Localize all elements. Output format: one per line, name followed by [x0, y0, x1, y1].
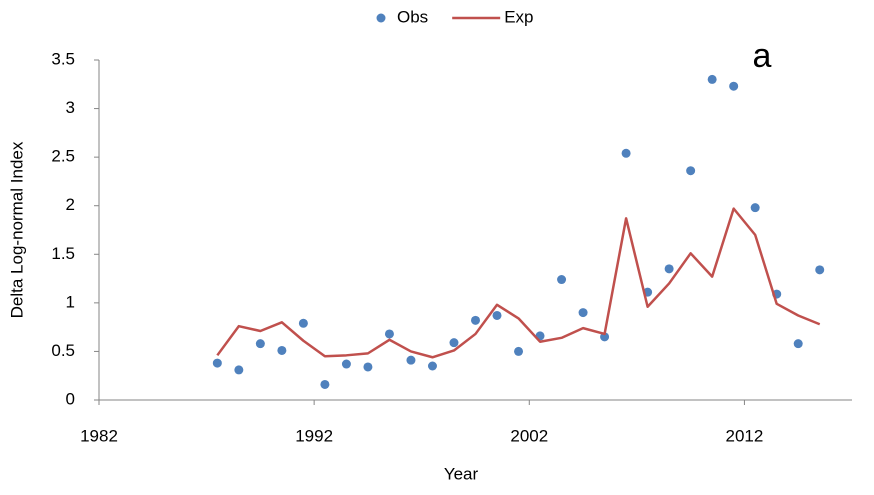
- y-tick-label: 1: [66, 292, 75, 311]
- data-point: [621, 148, 631, 158]
- data-point: [707, 74, 717, 84]
- data-point: [449, 338, 459, 348]
- line-series: [216, 207, 821, 359]
- data-point: [471, 315, 480, 325]
- data-point: [255, 339, 265, 349]
- data-point: [492, 310, 502, 320]
- data-point: [729, 81, 739, 91]
- y-axis-title: Delta Log-normal Index: [7, 141, 26, 318]
- data-point: [212, 358, 222, 368]
- data-point: [320, 379, 330, 389]
- y-tick-label: 3: [66, 98, 75, 117]
- data-point: [750, 203, 760, 213]
- x-tick-label: 2012: [726, 426, 764, 445]
- y-tick-label: 2.5: [51, 147, 75, 166]
- data-point: [815, 265, 825, 275]
- data-point: [578, 308, 588, 318]
- annotation: a: [753, 37, 772, 75]
- y-tick-label: 0.5: [51, 341, 75, 360]
- y-tick-label: 1.5: [51, 244, 75, 263]
- data-point: [234, 365, 244, 375]
- data-point: [557, 275, 567, 285]
- x-tick-label: 1992: [295, 426, 333, 445]
- x-axis-title: Year: [444, 464, 479, 483]
- data-point: [406, 355, 416, 365]
- data-point: [277, 345, 287, 355]
- y-tick-label: 2: [66, 195, 75, 214]
- data-point: [514, 346, 524, 356]
- data-point: [363, 362, 373, 372]
- y-tick-label: 3.5: [51, 49, 75, 68]
- legend-marker: [376, 13, 386, 23]
- legend-label: Obs: [397, 7, 428, 26]
- x-tick-label: 1982: [80, 426, 118, 445]
- data-point: [427, 361, 437, 371]
- data-point: [341, 359, 351, 369]
- data-point: [384, 329, 394, 339]
- data-point: [298, 318, 308, 328]
- y-tick-label: 0: [66, 389, 75, 408]
- legend-label: Exp: [504, 7, 533, 26]
- data-point: [793, 339, 803, 349]
- data-point: [664, 264, 674, 274]
- x-tick-label: 2002: [510, 426, 548, 445]
- data-point: [686, 166, 696, 176]
